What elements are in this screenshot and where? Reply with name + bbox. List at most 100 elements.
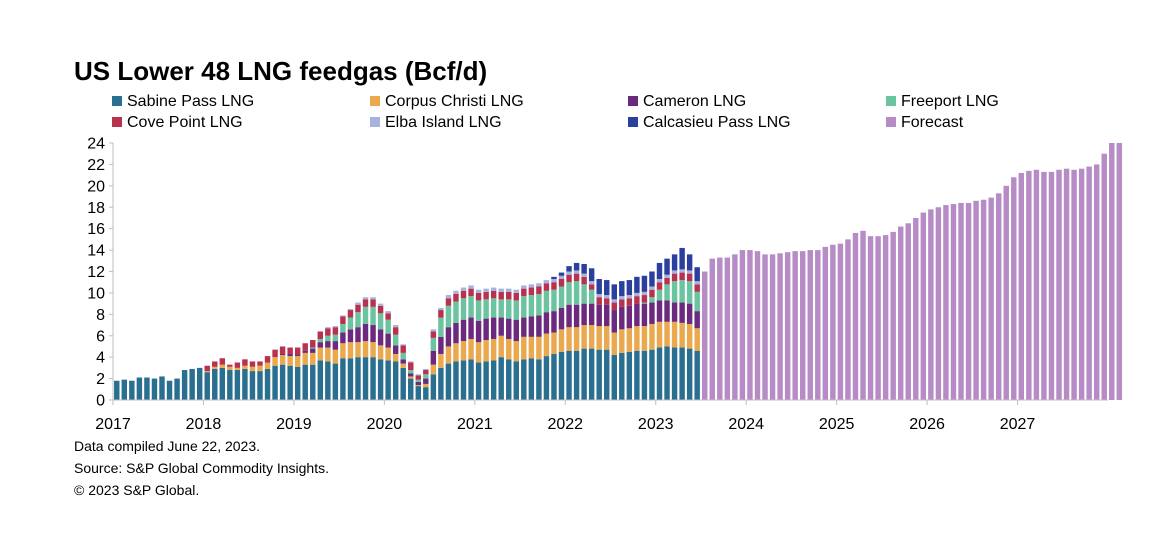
bar-corpus-64 [596, 326, 602, 350]
bar-sabine-48 [475, 362, 482, 400]
bar-cove-53 [513, 292, 519, 301]
bar-forecast-114 [973, 200, 979, 400]
bar-forecast-108 [928, 209, 934, 400]
bar-cameron-43 [438, 336, 444, 354]
bar-elba-30 [340, 315, 346, 317]
legend-label-forecast: Forecast [901, 114, 964, 131]
bar-cameron-48 [475, 320, 482, 343]
bar-sabine-27 [317, 360, 324, 400]
bar-sabine-9 [181, 370, 188, 400]
bar-cove-59 [558, 279, 565, 287]
bar-cove-37 [392, 327, 399, 335]
bar-forecast-78 [702, 271, 708, 400]
bar-freeport-70 [641, 302, 648, 304]
bar-calcasieu-73 [664, 258, 670, 275]
bar-cove-58 [551, 282, 557, 290]
bar-sabine-66 [611, 355, 617, 400]
bar-sabine-35 [377, 359, 384, 400]
bar-elba-53 [513, 289, 519, 293]
bar-calcasieu-72 [656, 262, 663, 279]
bar-cove-12 [204, 365, 210, 372]
bar-sabine-5 [151, 378, 158, 400]
y-tick-label: 14 [87, 243, 105, 260]
bar-freeport-53 [513, 300, 519, 320]
bar-sabine-4 [144, 377, 150, 400]
bar-forecast-116 [988, 197, 994, 400]
legend-swatch-corpus-christi [370, 96, 380, 106]
bar-freeport-34 [370, 306, 376, 326]
bar-elba-36 [385, 311, 391, 314]
bar-cameron-40 [415, 381, 421, 386]
y-tick-label: 10 [87, 285, 105, 302]
bar-cameron-57 [543, 312, 550, 334]
bar-freeport-59 [558, 286, 565, 308]
bar-freeport-61 [573, 281, 580, 305]
bar-elba-39 [408, 361, 414, 363]
bar-elba-76 [686, 270, 693, 274]
bar-elba-34 [370, 297, 376, 300]
bar-cameron-73 [664, 300, 670, 322]
bar-corpus-41 [423, 383, 429, 388]
bar-cameron-77 [694, 311, 700, 329]
bar-cove-38 [400, 345, 406, 353]
legend-label-calcasieu-pass: Calcasieu Pass LNG [643, 114, 791, 131]
bar-sabine-68 [626, 351, 633, 400]
bar-cove-66 [611, 302, 617, 311]
bar-cove-24 [294, 347, 301, 356]
bar-calcasieu-70 [641, 275, 648, 292]
bar-forecast-115 [980, 199, 987, 400]
bar-corpus-73 [664, 321, 670, 347]
bar-corpus-45 [453, 343, 459, 362]
y-tick-label: 2 [96, 371, 105, 388]
bar-calcasieu-61 [573, 262, 580, 271]
bar-sabine-39 [408, 378, 414, 400]
bar-freeport-29 [332, 334, 339, 342]
bar-forecast-101 [875, 236, 881, 400]
bar-cove-18 [249, 361, 256, 367]
bar-freeport-56 [536, 293, 542, 316]
bar-sabine-71 [649, 349, 655, 400]
bar-forecast-90 [792, 251, 798, 400]
bar-corpus-12 [204, 371, 210, 373]
bar-sabine-21 [272, 365, 278, 400]
bar-elba-59 [558, 275, 565, 279]
bar-cove-74 [671, 273, 678, 282]
bar-cove-57 [543, 283, 550, 291]
bar-freeport-27 [317, 338, 324, 343]
bar-corpus-55 [528, 336, 535, 359]
bar-freeport-43 [438, 317, 444, 337]
bar-sabine-63 [588, 348, 595, 400]
bar-sabine-55 [528, 358, 535, 400]
bar-sabine-10 [189, 368, 195, 400]
bar-elba-44 [445, 295, 452, 299]
bar-forecast-106 [913, 217, 919, 400]
bar-elba-66 [611, 299, 617, 303]
y-tick-label: 20 [87, 178, 105, 195]
bar-forecast-99 [860, 230, 866, 400]
bar-corpus-34 [370, 342, 376, 358]
bar-calcasieu-66 [611, 284, 617, 300]
bar-corpus-31 [347, 342, 354, 359]
bar-cove-28 [325, 328, 331, 336]
bar-forecast-120 [1018, 172, 1025, 400]
bar-cove-52 [506, 291, 512, 300]
bar-freeport-40 [415, 379, 421, 382]
bar-sabine-59 [558, 351, 565, 400]
bar-freeport-52 [506, 299, 512, 319]
bar-elba-65 [604, 295, 610, 299]
bar-cameron-55 [528, 316, 535, 337]
bar-corpus-30 [340, 343, 346, 359]
bar-forecast-81 [724, 257, 731, 400]
bar-sabine-43 [438, 367, 444, 401]
legend-item-sabine-pass: Sabine Pass LNG [112, 93, 254, 111]
bar-cove-17 [242, 359, 248, 366]
bar-freeport-47 [468, 296, 474, 318]
bar-corpus-43 [438, 353, 444, 368]
bar-sabine-26 [310, 364, 316, 400]
bar-cove-34 [370, 299, 376, 307]
bar-cameron-41 [423, 378, 429, 384]
bar-cameron-52 [506, 318, 512, 339]
bar-corpus-69 [634, 326, 640, 351]
bar-corpus-35 [377, 345, 384, 360]
bar-sabine-75 [679, 347, 685, 400]
